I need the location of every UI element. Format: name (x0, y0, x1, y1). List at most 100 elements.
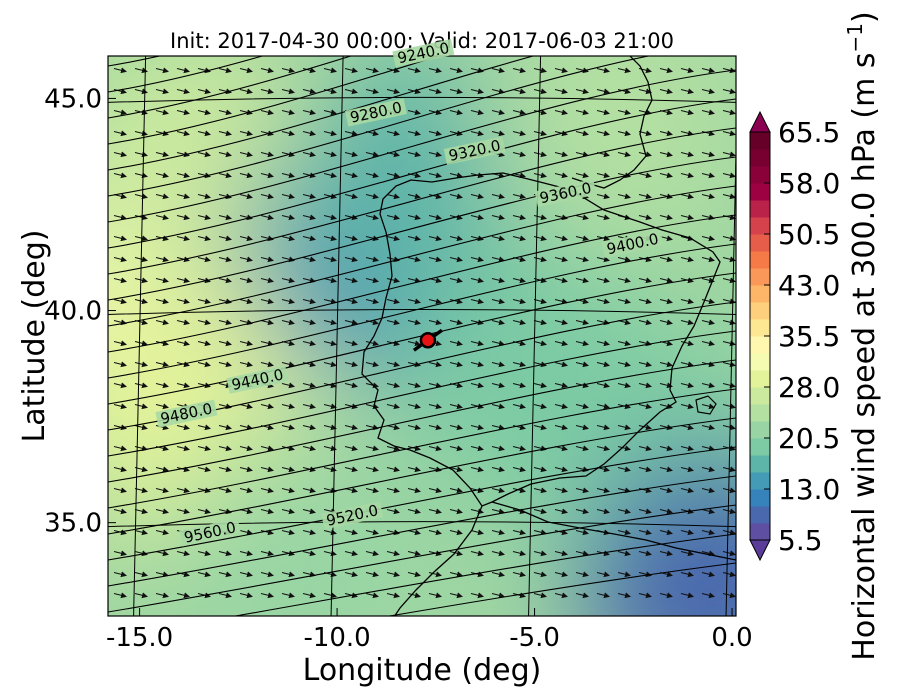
wind-arrow-303 (176, 277, 190, 284)
wind-arrow-51 (554, 88, 568, 95)
wind-arrow-268 (701, 235, 715, 242)
wind-arrow-688 (701, 529, 715, 536)
wind-arrow-206 (659, 193, 673, 200)
wind-arrow-444 (617, 361, 631, 368)
x-axis-ticks: -15.0 -10.0 -5.0 0.0 (106, 608, 753, 653)
wind-arrow-468 (491, 382, 505, 389)
wind-arrow-422 (155, 361, 169, 368)
wind-arrow-538 (701, 424, 715, 431)
wind-arrow-262 (575, 235, 589, 242)
wind-arrow-43 (386, 88, 400, 95)
wind-arrow-752 (155, 592, 169, 599)
colorbar-tick-label-5: 43.0 (778, 269, 840, 302)
wind-arrow-596 (659, 466, 673, 473)
wind-arrow-578 (281, 466, 295, 473)
wind-arrow-45 (428, 88, 442, 95)
y-axis-label: Latitude (deg) (17, 230, 52, 443)
colorbar-bin-19 (750, 200, 770, 218)
wind-arrow-233 (596, 214, 610, 221)
wind-arrow-721 (134, 571, 148, 578)
wind-arrow-330 (113, 298, 127, 305)
wind-arrow-193 (386, 193, 400, 200)
wind-arrow-305 (218, 277, 232, 284)
wind-arrow-575 (218, 466, 232, 473)
wind-arrow-549 (302, 445, 316, 452)
wind-arrow-406 (449, 340, 463, 347)
wind-arrow-464 (407, 382, 421, 389)
wind-arrow-668 (281, 529, 295, 536)
wind-arrow-667 (260, 529, 274, 536)
wind-arrow-475 (638, 382, 652, 389)
colorbar-bin-14 (750, 285, 770, 303)
wind-arrow-550 (323, 445, 337, 452)
wind-arrow-528 (491, 424, 505, 431)
wind-arrow-105 (428, 130, 442, 137)
wind-arrow-747 (680, 571, 694, 578)
wind-arrow-658 (701, 508, 715, 515)
wind-arrow-108 (491, 130, 505, 137)
colorbar-bin-10 (750, 353, 770, 371)
wind-arrow-280 (323, 256, 337, 263)
wind-arrow-696 (239, 550, 253, 557)
wind-arrow-723 (176, 571, 190, 578)
wind-arrow-184 (197, 193, 211, 200)
wind-arrow-32 (155, 88, 169, 95)
wind-arrow-28 (701, 67, 715, 74)
wind-arrow-69 (302, 109, 316, 116)
wind-arrow-500 (533, 403, 547, 410)
wind-arrow-503 (596, 403, 610, 410)
wind-arrow-87 (680, 109, 694, 116)
wind-arrow-453 (176, 382, 190, 389)
wind-arrow-582 (365, 466, 379, 473)
colorbar-bin-11 (750, 336, 770, 354)
wind-arrow-450 (113, 382, 127, 389)
wind-arrow-648 (491, 508, 505, 515)
wind-arrow-148 (701, 151, 715, 158)
wind-arrow-774 (617, 592, 631, 599)
wind-arrow-251 (344, 235, 358, 242)
wind-arrow-399 (302, 340, 316, 347)
wind-arrow-454 (197, 382, 211, 389)
wind-arrow-214 (197, 214, 211, 221)
wind-arrow-333 (176, 298, 190, 305)
wind-arrow-557 (470, 445, 484, 452)
wind-arrow-14 (407, 67, 421, 74)
wind-arrow-182 (155, 193, 169, 200)
wind-arrow-639 (302, 508, 316, 515)
contour-label-bg-3 (534, 179, 597, 208)
wind-arrow-381 (554, 319, 568, 326)
wind-arrow-27 (680, 67, 694, 74)
contour-line-9 (108, 156, 736, 301)
wind-arrow-23 (596, 67, 610, 74)
wind-arrow-354 (617, 298, 631, 305)
wind-arrow-181 (134, 193, 148, 200)
colorbar-bin-7 (750, 404, 770, 422)
wind-arrow-711 (554, 550, 568, 557)
wind-arrow-678 (491, 529, 505, 536)
wind-arrow-676 (449, 529, 463, 536)
wind-arrow-685 (638, 529, 652, 536)
wind-arrow-311 (344, 277, 358, 284)
colorbar-tick-label-8: 65.5 (778, 116, 840, 149)
wind-arrow-767 (470, 592, 484, 599)
wind-arrow-494 (407, 403, 421, 410)
wind-arrow-190 (323, 193, 337, 200)
wind-arrow-492 (365, 403, 379, 410)
wind-arrow-741 (554, 571, 568, 578)
wind-arrow-130 (323, 151, 337, 158)
wind-arrow-188 (281, 193, 295, 200)
wind-arrow-586 (449, 466, 463, 473)
wind-arrow-387 (680, 319, 694, 326)
x-tick-label-0: -15.0 (106, 623, 173, 653)
wind-arrow-310 (323, 277, 337, 284)
wind-arrow-644 (407, 508, 421, 515)
wind-arrow-430 (323, 361, 337, 368)
contour-line-11 (108, 214, 736, 353)
wind-arrow-772 (575, 592, 589, 599)
wind-arrow-589 (512, 466, 526, 473)
wind-arrow-621 (554, 487, 568, 494)
wind-arrow-679 (512, 529, 526, 536)
contour-label-bg-5 (226, 365, 289, 394)
wind-arrow-282 (365, 256, 379, 263)
wind-arrow-7 (260, 67, 274, 74)
